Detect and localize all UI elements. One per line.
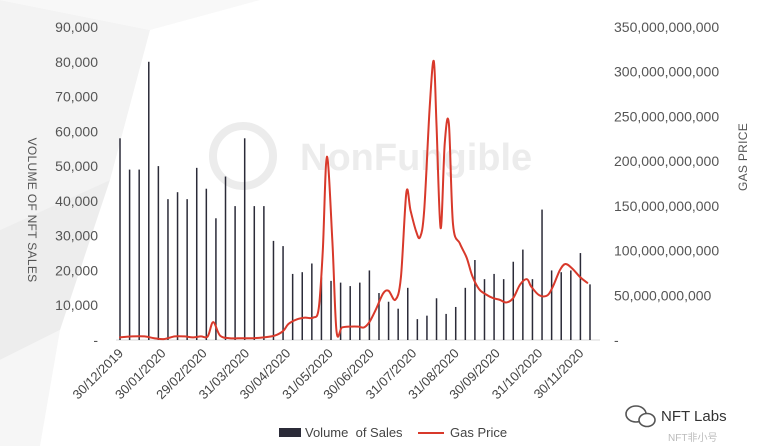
right-tick-label: 50,000,000,000 [614,287,712,303]
wechat-icon [625,405,656,428]
right-tick-label: 100,000,000,000 [614,243,719,259]
volume-bar [157,166,160,340]
right-tick-label: 250,000,000,000 [614,108,719,124]
left-tick-label: 70,000 [55,89,98,105]
volume-bar [330,280,332,340]
volume-bar [550,270,553,340]
volume-bar [445,313,447,340]
volume-bar [387,301,390,340]
volume-bar [512,261,515,340]
volume-bar [522,249,524,340]
volume-bar [263,206,265,340]
volume-bar [483,279,486,340]
left-tick-label: 20,000 [55,262,98,278]
volume-bar [311,263,313,340]
volume-bars [119,61,591,340]
right-tick-label: - [614,332,619,348]
volume-bar [167,199,169,340]
volume-bar [282,246,284,340]
volume-bar [368,270,371,340]
volume-bar [541,209,543,340]
volume-bar [349,286,351,340]
volume-bar [378,293,380,340]
gas-price-line [119,59,589,341]
volume-bar [138,169,140,340]
left-tick-label: 30,000 [55,228,98,244]
volume-bar [148,61,150,340]
left-axis-ticks: - 10,000 20,000 30,000 40,000 50,000 60,000 70,… [55,19,98,348]
volume-bar [253,206,256,340]
volume-bar [119,138,121,340]
volume-bar [454,306,457,340]
volume-bar [176,192,179,340]
volume-bar [339,282,342,340]
left-axis-title: VOLUME OF NFT SALES [25,138,39,283]
volume-bar [234,206,236,340]
volume-bar [579,253,582,340]
volume-bar [435,298,438,340]
background-decoration [0,0,260,446]
legend: Volume of Sales Gas Price [279,425,507,440]
volume-bar [474,260,476,340]
volume-bar [570,270,572,340]
left-tick-label: 10,000 [55,297,98,313]
right-axis-title: GAS PRICE [736,123,750,191]
volume-bar [128,169,131,340]
volume-bar [397,308,399,340]
legend-volume-swatch [279,428,301,437]
volume-bar [224,176,227,340]
volume-bar [407,287,409,340]
right-tick-label: 150,000,000,000 [614,198,719,214]
left-tick-label: 80,000 [55,54,98,70]
right-tick-label: 200,000,000,000 [614,153,719,169]
right-tick-label: 300,000,000,000 [614,64,719,80]
left-tick-label: 40,000 [55,193,98,209]
left-tick-label: 90,000 [55,19,98,35]
volume-bar [291,273,294,340]
volume-bar [560,272,562,340]
badge-text: NFT Labs [661,408,727,425]
volume-bar [589,284,591,340]
nft-labs-badge: NFT Labs NFT非小号 [625,405,727,444]
volume-bar [416,319,419,340]
volume-bar [272,240,275,340]
badge-subtext: NFT非小号 [668,432,717,444]
volume-bar [186,199,188,340]
left-tick-label: - [93,332,98,348]
left-tick-label: 50,000 [55,158,98,174]
volume-bar [359,282,361,340]
watermark: NonFungible [209,122,532,190]
volume-bar [426,315,428,340]
volume-bar [205,188,208,340]
right-axis-ticks: - 50,000,000,000 100,000,000,000 150,000,00… [614,19,719,348]
volume-bar [493,273,495,340]
volume-bar [531,279,534,340]
watermark-text: NonFungible [300,137,532,179]
volume-bar [195,167,198,340]
left-tick-label: 60,000 [55,123,98,139]
watermark-logo-icon [209,122,277,190]
x-axis-ticks: 30/12/201930/01/202029/02/202031/03/2020… [69,346,586,403]
right-tick-label: 350,000,000,000 [614,19,719,35]
legend-gas-label: Gas Price [450,425,507,440]
legend-volume-label: Volume of Sales [305,425,403,440]
volume-bar [215,218,217,340]
volume-bar [243,138,246,340]
volume-bar [464,287,467,340]
volume-bar [502,279,505,340]
volume-bar [301,272,303,340]
volume-bar [320,277,323,340]
